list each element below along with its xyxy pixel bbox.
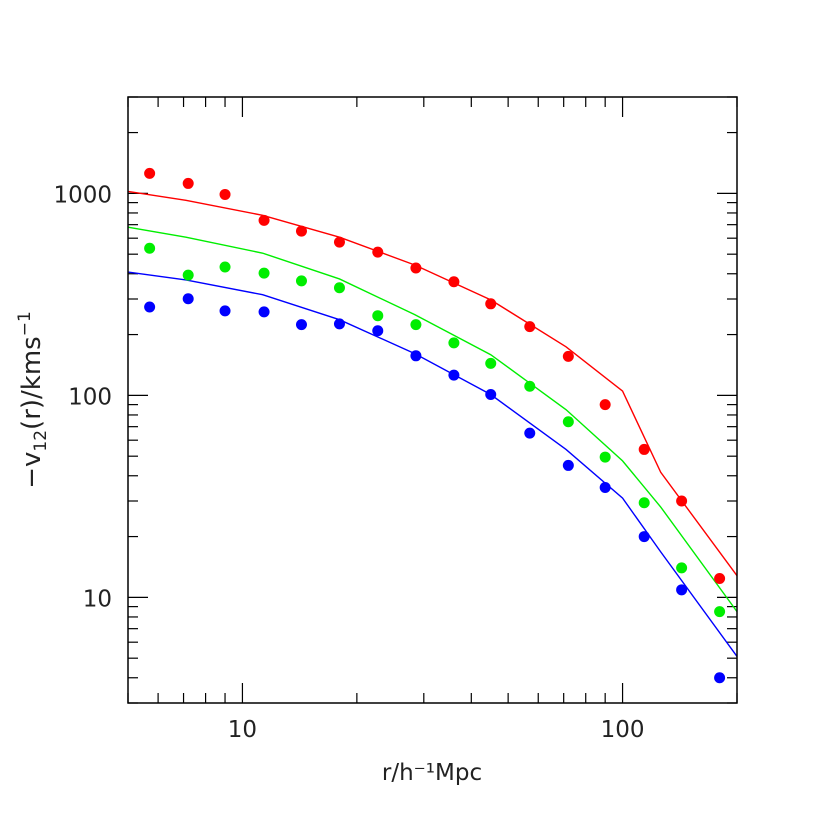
data-point-2 [524,427,536,439]
data-point-0 [258,214,270,226]
data-point-0 [638,443,650,455]
data-point-1 [599,451,611,463]
x-axis-label: r/h⁻¹Mpc [382,760,482,786]
data-point-1 [676,562,688,574]
data-point-2 [638,531,650,543]
data-point-2 [333,318,345,330]
model-lines [127,190,738,657]
x-tick-label: 100 [601,717,645,743]
data-point-1 [714,606,726,618]
axis-ticks [127,96,738,704]
data-point-2 [295,319,307,331]
data-point-2 [562,459,574,471]
data-point-2 [485,389,497,401]
data-point-1 [562,416,574,428]
data-point-1 [410,319,422,331]
data-point-0 [485,298,497,310]
data-point-0 [676,495,688,507]
data-point-1 [372,310,384,322]
data-point-0 [410,262,422,274]
data-point-0 [714,573,726,585]
data-point-0 [182,177,194,189]
data-point-0 [144,167,156,179]
model-line-2 [127,271,738,657]
data-point-2 [410,350,422,362]
model-line-1 [127,226,738,613]
data-point-0 [599,399,611,411]
data-point-2 [144,301,156,313]
data-point-2 [219,305,231,317]
y-tick-label: 10 [83,586,112,612]
y-tick-label: 100 [68,384,112,410]
data-point-1 [485,357,497,369]
data-point-0 [448,276,460,288]
data-points [144,167,726,684]
data-point-1 [638,497,650,509]
data-point-2 [599,481,611,493]
x-tick-label: 10 [228,717,257,743]
data-point-1 [182,269,194,281]
data-point-2 [258,306,270,318]
data-point-0 [295,225,307,237]
data-point-1 [258,267,270,279]
data-point-0 [562,350,574,362]
data-point-1 [144,242,156,254]
data-point-1 [333,282,345,294]
model-line-0 [127,190,738,577]
data-point-0 [333,236,345,248]
y-tick-label: 1000 [53,182,112,208]
data-point-2 [448,369,460,381]
data-point-1 [448,337,460,349]
data-point-2 [676,584,688,596]
data-point-0 [219,188,231,200]
data-point-0 [372,246,384,258]
data-point-2 [714,672,726,684]
plot-frame [127,96,738,704]
data-point-0 [524,321,536,333]
y-axis-label: −v12(r)/kms−1 [15,311,51,489]
tick-labels: 10 100 10 100 1000 [53,182,644,743]
data-point-1 [524,380,536,392]
data-point-1 [219,261,231,273]
data-point-2 [372,325,384,337]
data-point-2 [182,293,194,305]
data-point-1 [295,275,307,287]
